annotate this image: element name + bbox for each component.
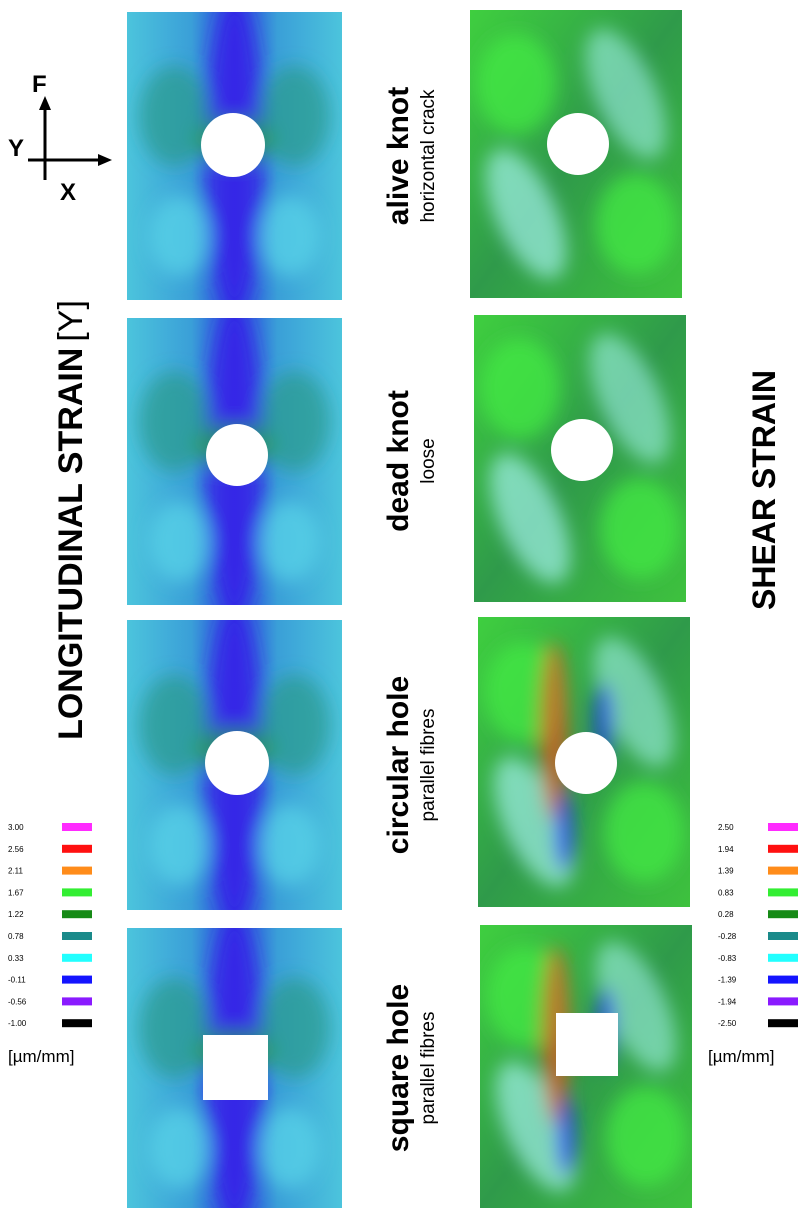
patch — [606, 1087, 686, 1187]
legend-swatch — [62, 888, 92, 896]
legend-label: 1.94 — [718, 845, 734, 854]
arrow-head — [39, 96, 51, 110]
patch — [150, 1108, 210, 1188]
hole — [206, 424, 268, 486]
patch — [150, 805, 210, 885]
patch — [596, 174, 676, 274]
legend-label: 0.78 — [8, 932, 24, 941]
strain-map — [127, 606, 342, 925]
patch — [260, 805, 320, 885]
hole — [556, 1013, 618, 1076]
legend-swatch — [62, 997, 92, 1005]
right-title: SHEAR STRAIN — [746, 370, 782, 610]
axis-label: F — [32, 71, 47, 98]
row-name: square hole — [382, 984, 415, 1152]
legend-label: 2.56 — [8, 845, 24, 854]
hole — [205, 731, 269, 795]
legend-label: -0.56 — [8, 997, 27, 1006]
legend-swatch — [768, 954, 798, 962]
legend-label: 0.28 — [718, 910, 734, 919]
row-name: circular hole — [382, 676, 415, 854]
legend-label: 0.33 — [8, 954, 24, 963]
title-suffix: [Y] — [52, 300, 90, 342]
legend-swatch — [62, 1019, 92, 1027]
strain-map — [477, 617, 691, 907]
title-text: LONGITUDINAL STRAIN — [52, 348, 90, 740]
legend-swatch — [62, 910, 92, 918]
hole — [203, 1035, 268, 1100]
legend-swatch — [62, 867, 92, 875]
hole — [201, 113, 265, 177]
hole — [555, 732, 617, 794]
legend-label: 1.22 — [8, 910, 24, 919]
strain-map — [469, 10, 683, 298]
legend-swatch — [768, 845, 798, 853]
legend-label: 2.11 — [8, 867, 24, 876]
legend-label: -0.11 — [8, 976, 26, 985]
strain-map — [479, 925, 693, 1208]
strain-map — [127, 304, 342, 620]
legend-swatch — [768, 823, 798, 831]
row-detail: parallel fibres — [418, 1012, 439, 1125]
row-detail: loose — [418, 438, 439, 483]
legend-swatch — [768, 932, 798, 940]
legend-swatch — [768, 1019, 798, 1027]
legend-swatch — [62, 954, 92, 962]
legend-label: -1.39 — [718, 976, 737, 985]
axis-label: Y — [8, 135, 24, 162]
arrow-head — [98, 154, 112, 166]
patch — [260, 502, 320, 582]
left-title: LONGITUDINAL STRAIN [Y] — [52, 300, 90, 740]
patch — [556, 1097, 576, 1177]
figure: F Y X LONGITUDINAL STRAIN [Y] SHEAR STRAI… — [0, 0, 800, 1211]
legend-label: 3.00 — [8, 823, 24, 832]
legend-swatch — [62, 976, 92, 984]
axes-icon — [28, 96, 112, 180]
legend-swatch — [768, 997, 798, 1005]
legend-unit: [µm/mm] — [8, 1047, 74, 1066]
legend-label: -0.28 — [718, 932, 737, 941]
patch — [480, 339, 560, 439]
legend-swatch — [62, 845, 92, 853]
legend-unit: [µm/mm] — [708, 1047, 774, 1066]
axis-label: X — [60, 179, 76, 206]
legend-label: -0.83 — [718, 954, 737, 963]
legend-swatch — [62, 932, 92, 940]
legend-swatch — [62, 823, 92, 831]
strain-map — [127, 0, 342, 314]
row-name: alive knot — [382, 87, 415, 225]
legend-swatch — [768, 888, 798, 896]
patch — [600, 479, 680, 579]
legend-label: 2.50 — [718, 823, 734, 832]
hole — [547, 113, 609, 175]
patch — [604, 782, 684, 882]
legend-label: -1.00 — [8, 1019, 27, 1028]
legend-label: -1.94 — [718, 997, 737, 1006]
hole — [551, 419, 613, 481]
strain-map — [473, 315, 687, 602]
legend-label: 1.67 — [8, 888, 24, 897]
patch — [260, 196, 320, 276]
patch — [476, 34, 556, 134]
patch — [150, 196, 210, 276]
legend-label: -2.50 — [718, 1019, 737, 1028]
legend-swatch — [768, 910, 798, 918]
page: F Y X LONGITUDINAL STRAIN [Y] SHEAR STRAI… — [0, 0, 800, 1211]
row-name: dead knot — [382, 390, 415, 532]
patch — [150, 502, 210, 582]
row-detail: horizontal crack — [418, 89, 439, 223]
legend-label: 0.83 — [718, 888, 734, 897]
row-detail: parallel fibres — [418, 709, 439, 822]
patch — [554, 792, 574, 872]
strain-map — [127, 914, 342, 1211]
legend-swatch — [768, 867, 798, 875]
patch — [260, 1108, 320, 1188]
legend-label: 1.39 — [718, 867, 734, 876]
legend-swatch — [768, 976, 798, 984]
